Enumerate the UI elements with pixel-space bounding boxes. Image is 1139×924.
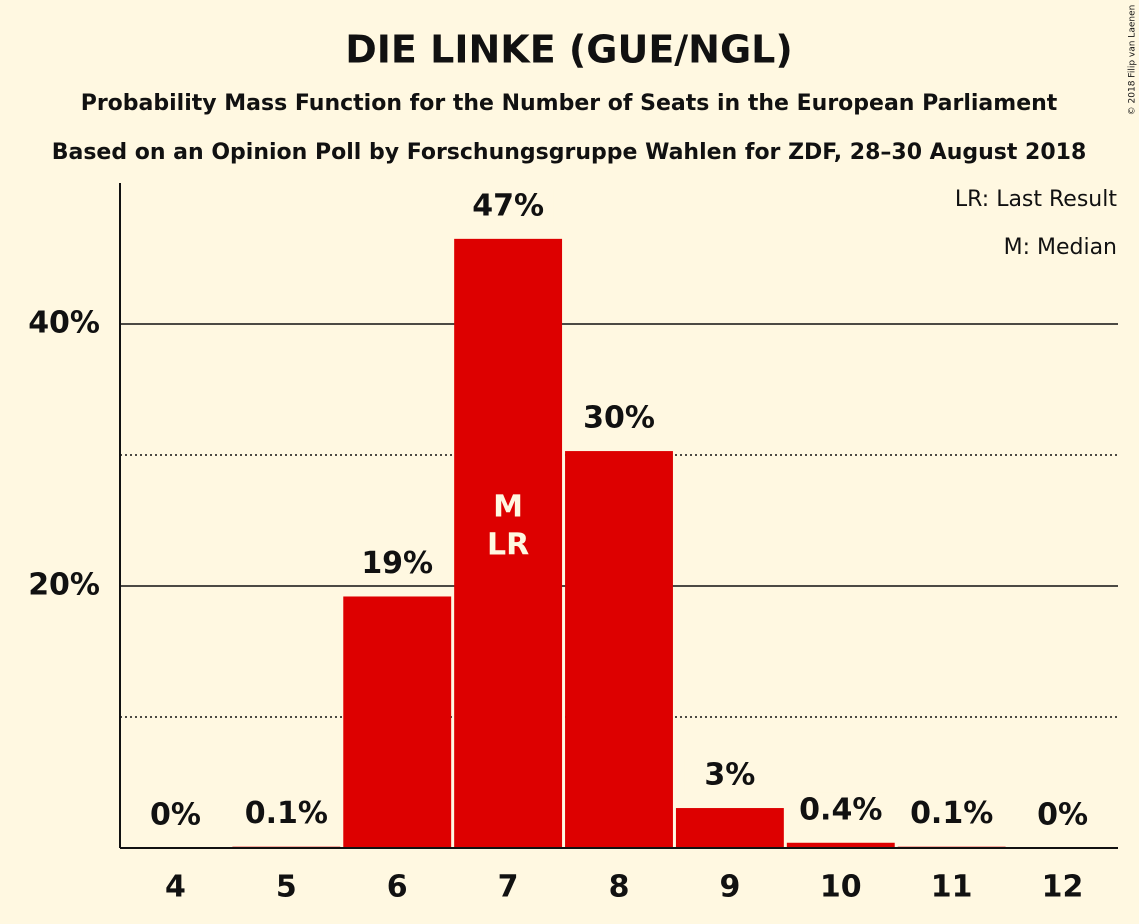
- x-tick-label: 11: [931, 870, 973, 905]
- value-label: 0.1%: [245, 796, 328, 831]
- value-label: 3%: [704, 758, 755, 793]
- bar: [565, 451, 673, 848]
- value-label: 30%: [583, 401, 655, 436]
- bar: [675, 808, 784, 848]
- value-label: 0%: [1037, 798, 1088, 833]
- bar: [454, 238, 563, 849]
- chart-subtitle: Probability Mass Function for the Number…: [81, 91, 1058, 116]
- legend-note: LR: Last Result: [955, 187, 1117, 212]
- label-background: [463, 188, 554, 225]
- x-tick-label: 10: [820, 870, 862, 905]
- label-background: [130, 798, 221, 834]
- value-label: 0%: [150, 798, 201, 833]
- bar: [786, 842, 895, 848]
- x-tick-label: 12: [1042, 870, 1084, 905]
- x-tick-label: 5: [276, 870, 297, 905]
- x-tick-label: 7: [498, 870, 519, 905]
- value-label: 19%: [361, 546, 433, 581]
- chart-title: DIE LINKE (GUE/NGL): [345, 28, 792, 72]
- chart-subtitle: Based on an Opinion Poll by Forschungsgr…: [52, 140, 1087, 165]
- x-tick-label: 4: [165, 870, 186, 905]
- label-background: [684, 758, 775, 795]
- credit: © 2018 Filip van Laenen: [1128, 5, 1138, 116]
- value-label: 0.4%: [799, 792, 882, 827]
- x-tick-label: 9: [719, 870, 740, 905]
- legend-note: M: Median: [1004, 235, 1117, 260]
- label-background: [574, 401, 664, 438]
- label-background: [795, 792, 886, 829]
- y-tick-label: 20%: [28, 568, 100, 603]
- x-tick-label: 6: [387, 870, 408, 905]
- label-background: [906, 796, 997, 833]
- bar-annotation: M: [493, 490, 523, 525]
- bar: [343, 596, 452, 848]
- y-tick-label: 40%: [28, 306, 100, 341]
- label-background: [1017, 798, 1108, 834]
- bar-annotation: LR: [487, 528, 529, 563]
- label-background: [352, 546, 443, 583]
- value-label: 47%: [472, 188, 544, 223]
- label-background: [241, 796, 332, 833]
- value-label: 0.1%: [910, 796, 993, 831]
- x-tick-label: 8: [609, 870, 630, 905]
